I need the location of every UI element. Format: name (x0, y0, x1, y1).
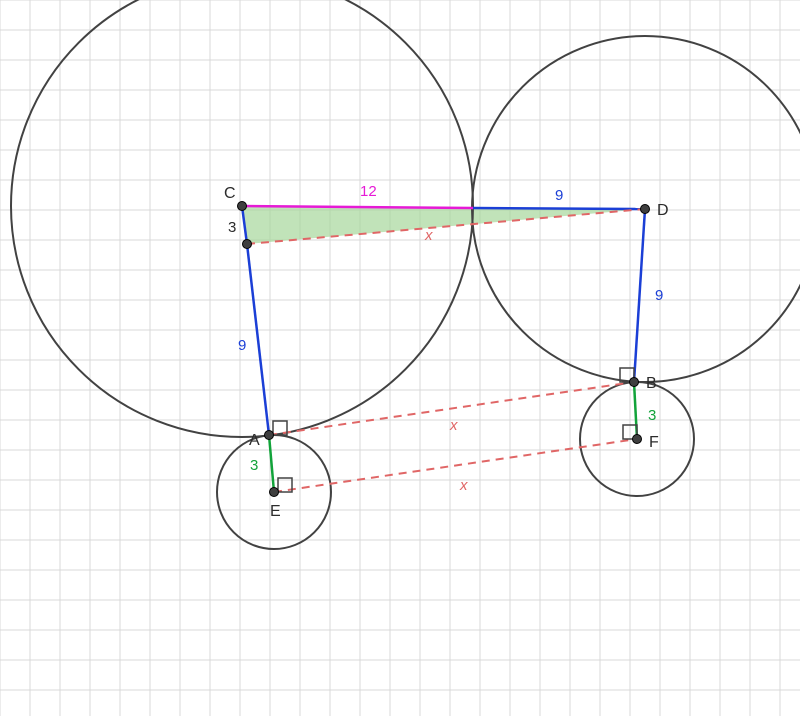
label-D: D (657, 202, 669, 219)
label-F: F (649, 434, 659, 451)
point-E (270, 488, 279, 497)
point-C (238, 202, 247, 211)
m-9-top: 9 (555, 187, 563, 204)
m-9-left: 9 (238, 337, 246, 354)
point-A (265, 431, 274, 440)
dash-E-F (274, 439, 637, 492)
m-3-A: 3 (250, 457, 258, 474)
geometry-diagram: C D A B E F 12 9 3 9 9 3 3 x x x (0, 0, 800, 716)
seg-D-B (634, 209, 645, 382)
m-x-mid: x (449, 417, 458, 434)
point-F (633, 435, 642, 444)
m-x-top: x (424, 227, 433, 244)
m-3-left: 3 (228, 219, 236, 236)
grid (0, 0, 800, 716)
seg-Cp-A (247, 244, 269, 435)
point-D (641, 205, 650, 214)
m-9-right: 9 (655, 287, 663, 304)
m-12: 12 (360, 183, 377, 200)
point-B (630, 378, 639, 387)
label-A: A (249, 432, 260, 449)
seg-CD-9 (473, 208, 645, 209)
m-x-bot: x (459, 477, 468, 494)
label-E: E (270, 503, 281, 520)
point-Cp (243, 240, 252, 249)
m-3-B: 3 (648, 407, 656, 424)
label-C: C (224, 185, 236, 202)
triangle-CCpD (242, 206, 645, 244)
label-B: B (646, 375, 657, 392)
